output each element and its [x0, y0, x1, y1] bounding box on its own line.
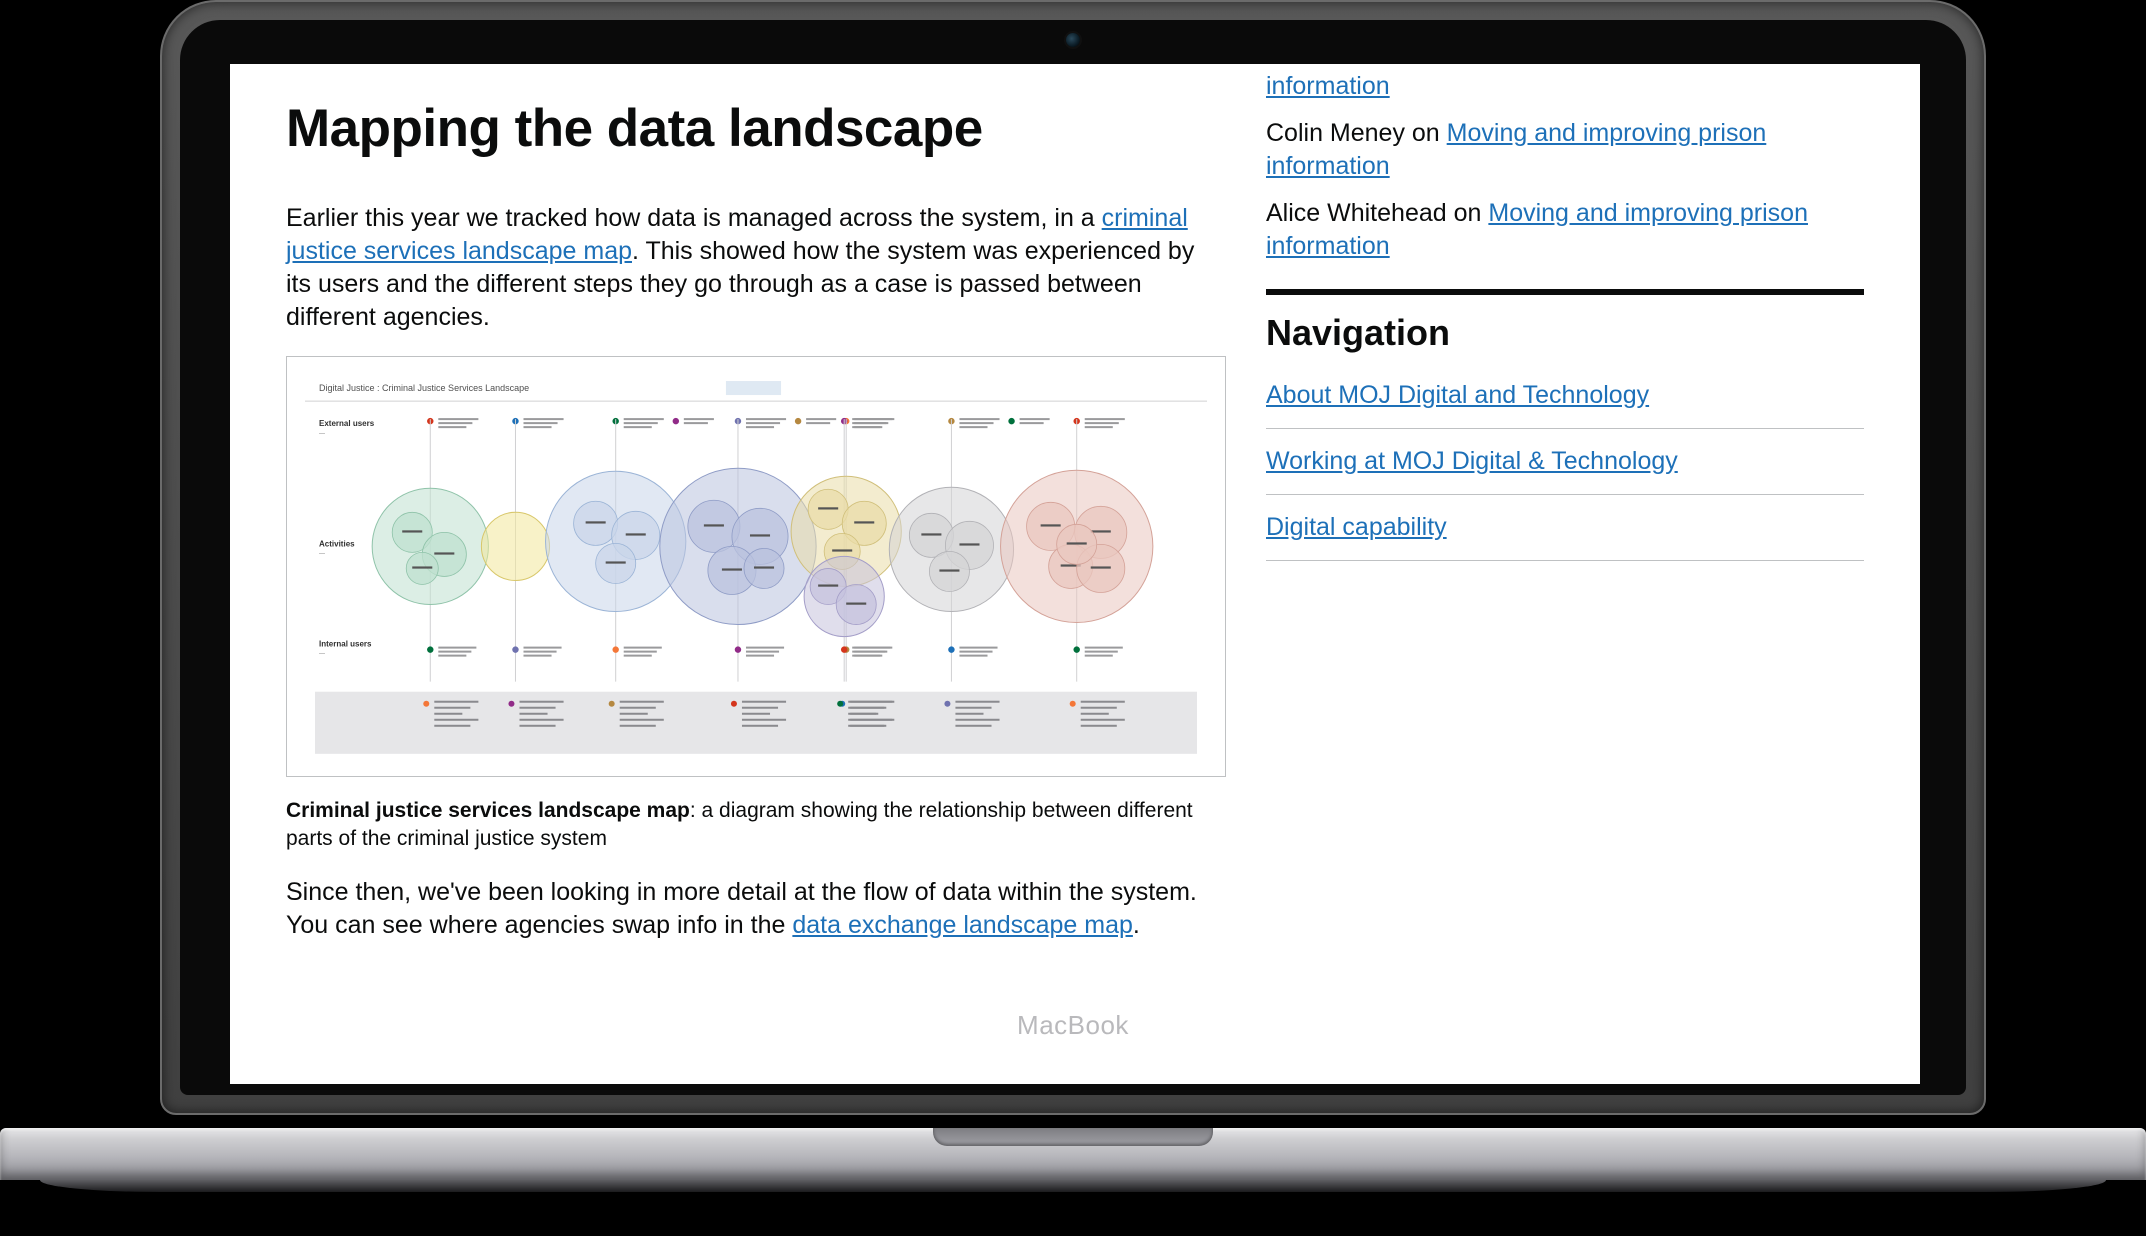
comment-on: on: [1454, 199, 1489, 227]
svg-text:—: —: [319, 551, 325, 557]
nav-link[interactable]: About MOJ Digital and Technology: [1266, 381, 1649, 409]
nav-link[interactable]: Working at MOJ Digital & Technology: [1266, 447, 1678, 475]
svg-text:Activities: Activities: [319, 539, 355, 548]
comment-author: Colin Meney: [1266, 119, 1412, 147]
nav-item: About MOJ Digital and Technology: [1266, 375, 1864, 429]
comment-item: Alice Whitehead on Moving and improving …: [1266, 197, 1864, 263]
comment-item: Colin Meney on Moving and improving pris…: [1266, 117, 1864, 183]
nav-link[interactable]: Digital capability: [1266, 513, 1447, 541]
page-title: Mapping the data landscape: [286, 94, 1226, 164]
macbook-frame: Mapping the data landscape Earlier this …: [160, 0, 1986, 1180]
diagram-header: Digital Justice : Criminal Justice Servi…: [319, 383, 529, 393]
nav-item: Working at MOJ Digital & Technology: [1266, 429, 1864, 495]
svg-text:—: —: [319, 431, 325, 437]
page: Mapping the data landscape Earlier this …: [230, 64, 1920, 1084]
recent-comments: information Colin Meney on Moving and imp…: [1266, 70, 1864, 263]
comment-on: on: [1412, 119, 1447, 147]
figure-caption: Criminal justice services landscape map:…: [286, 797, 1226, 854]
macbook-base: [0, 1128, 2146, 1198]
nav-item: Digital capability: [1266, 495, 1864, 561]
diagram-header-badge: [726, 381, 781, 395]
article-main: Mapping the data landscape Earlier this …: [286, 70, 1226, 1084]
intro-paragraph: Earlier this year we tracked how data is…: [286, 202, 1226, 334]
svg-text:Internal users: Internal users: [319, 640, 372, 649]
macbook-camera: [1066, 33, 1080, 47]
sidebar: information Colin Meney on Moving and imp…: [1266, 70, 1864, 1084]
comment-item: information: [1266, 70, 1864, 103]
svg-text:External users: External users: [319, 419, 375, 428]
nav-title: Navigation: [1266, 309, 1864, 357]
comment-author: Alice Whitehead: [1266, 199, 1454, 227]
nav-list: About MOJ Digital and Technology Working …: [1266, 375, 1864, 561]
svg-text:—: —: [319, 652, 325, 658]
comment-link[interactable]: information: [1266, 72, 1390, 100]
macbook-label: MacBook: [162, 1010, 1984, 1041]
followup-b: .: [1133, 911, 1140, 939]
macbook-screen: Mapping the data landscape Earlier this …: [230, 64, 1920, 1084]
macbook-lid: Mapping the data landscape Earlier this …: [160, 0, 1986, 1115]
nav-separator: [1266, 289, 1864, 295]
intro-text-a: Earlier this year we tracked how data is…: [286, 204, 1102, 232]
data-exchange-link[interactable]: data exchange landscape map: [792, 911, 1133, 939]
followup-paragraph: Since then, we've been looking in more d…: [286, 876, 1226, 942]
caption-bold: Criminal justice services landscape map: [286, 799, 690, 822]
landscape-diagram: Digital Justice : Criminal Justice Servi…: [286, 356, 1226, 777]
landscape-diagram-svg: Digital Justice : Criminal Justice Servi…: [305, 371, 1207, 762]
